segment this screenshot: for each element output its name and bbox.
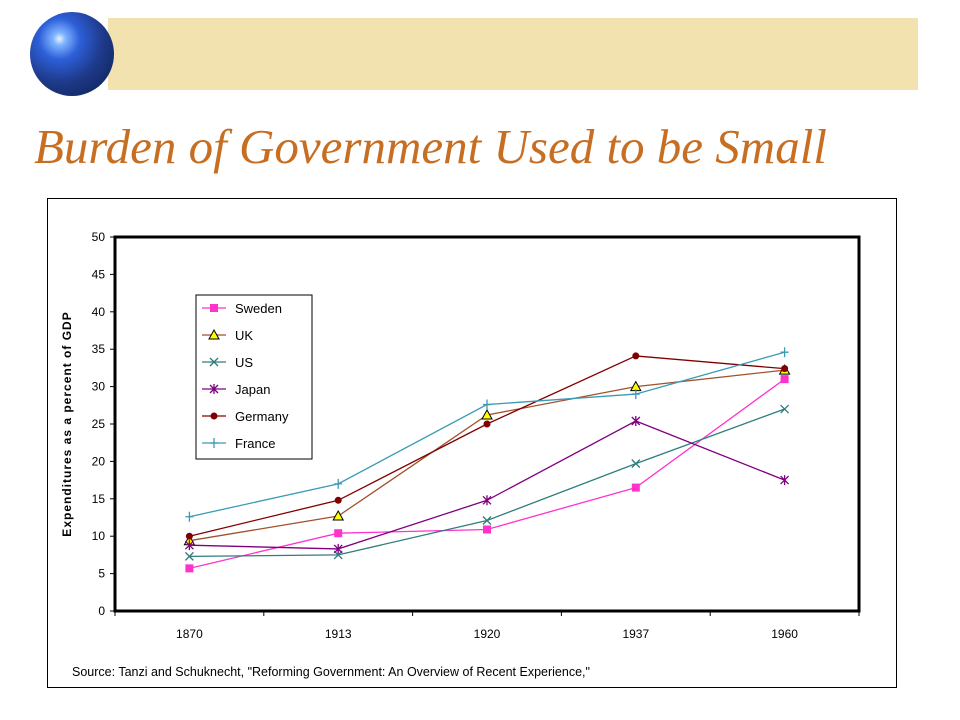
y-tick-label: 20 [92, 454, 106, 468]
data-point-germany [632, 352, 640, 360]
data-point-us [482, 516, 492, 525]
data-point-us [780, 404, 790, 414]
legend-label-france: France [235, 436, 275, 451]
x-tick-label: 1960 [771, 627, 798, 641]
y-tick-label: 5 [98, 567, 105, 581]
data-point-france [780, 347, 789, 358]
line-chart: 0 5 10 15 20 25 30 35 40 45 50 1870 1913 1920 1937 1960… [60, 230, 861, 679]
y-tick-label: 40 [92, 305, 106, 319]
globe-logo-icon [30, 12, 114, 96]
y-tick-label: 30 [92, 380, 106, 394]
y-tick-label: 45 [92, 267, 106, 281]
legend-marker-japan [209, 384, 219, 394]
y-tick-label: 0 [98, 604, 105, 618]
data-point-japan [780, 475, 790, 486]
legend-label-us: US [235, 355, 253, 370]
data-point-sweden [334, 529, 343, 538]
data-point-japan [482, 495, 492, 506]
chart-frame: 0 5 10 15 20 25 30 35 40 45 50 1870 1913 1920 1937 1960… [47, 198, 897, 688]
data-point-us [184, 551, 194, 561]
data-point-us [631, 459, 641, 469]
slide-title: Burden of Government Used to be Small [34, 119, 827, 174]
y-tick-label: 10 [92, 529, 106, 543]
y-tick-label: 15 [92, 492, 106, 506]
y-tick-label: 35 [92, 342, 106, 356]
legend-marker-us [209, 357, 219, 367]
legend-marker-france [210, 438, 218, 448]
legend-box [195, 294, 313, 460]
data-point-uk [332, 509, 345, 521]
legend-label-uk: UK [235, 328, 253, 343]
legend-marker-germany [210, 412, 218, 420]
data-point-japan [184, 540, 194, 551]
data-point-germany [185, 532, 193, 540]
data-point-sweden [631, 483, 640, 492]
data-point-france [185, 511, 194, 522]
legend-marker-sweden [210, 304, 218, 312]
data-point-germany [483, 420, 491, 428]
y-tick-label: 25 [92, 417, 106, 431]
data-point-france [631, 389, 640, 400]
data-point-japan [333, 543, 343, 554]
data-point-uk [481, 408, 493, 420]
map-banner [108, 18, 918, 90]
legend-marker-uk [208, 328, 220, 340]
data-point-sweden [780, 375, 789, 384]
x-tick-label: 1913 [325, 627, 352, 641]
data-point-france [334, 478, 343, 489]
data-point-germany [334, 496, 342, 504]
x-tick-label: 1920 [474, 627, 501, 641]
source-note: Source: Tanzi and Schuknecht, "Reforming… [72, 665, 590, 679]
data-point-france [483, 399, 491, 410]
legend-label-japan: Japan [235, 382, 270, 397]
data-point-japan [631, 416, 641, 427]
data-point-germany [781, 365, 789, 373]
legend-label-sweden: Sweden [235, 301, 282, 316]
x-tick-label: 1870 [176, 627, 203, 641]
data-point-sweden [185, 564, 194, 573]
y-tick-label: 50 [92, 230, 106, 244]
legend-label-germany: Germany [235, 409, 289, 424]
x-tick-label: 1937 [622, 627, 649, 641]
y-axis-label: Expenditures as a percent of GDP [60, 311, 74, 536]
data-point-sweden [483, 525, 491, 534]
